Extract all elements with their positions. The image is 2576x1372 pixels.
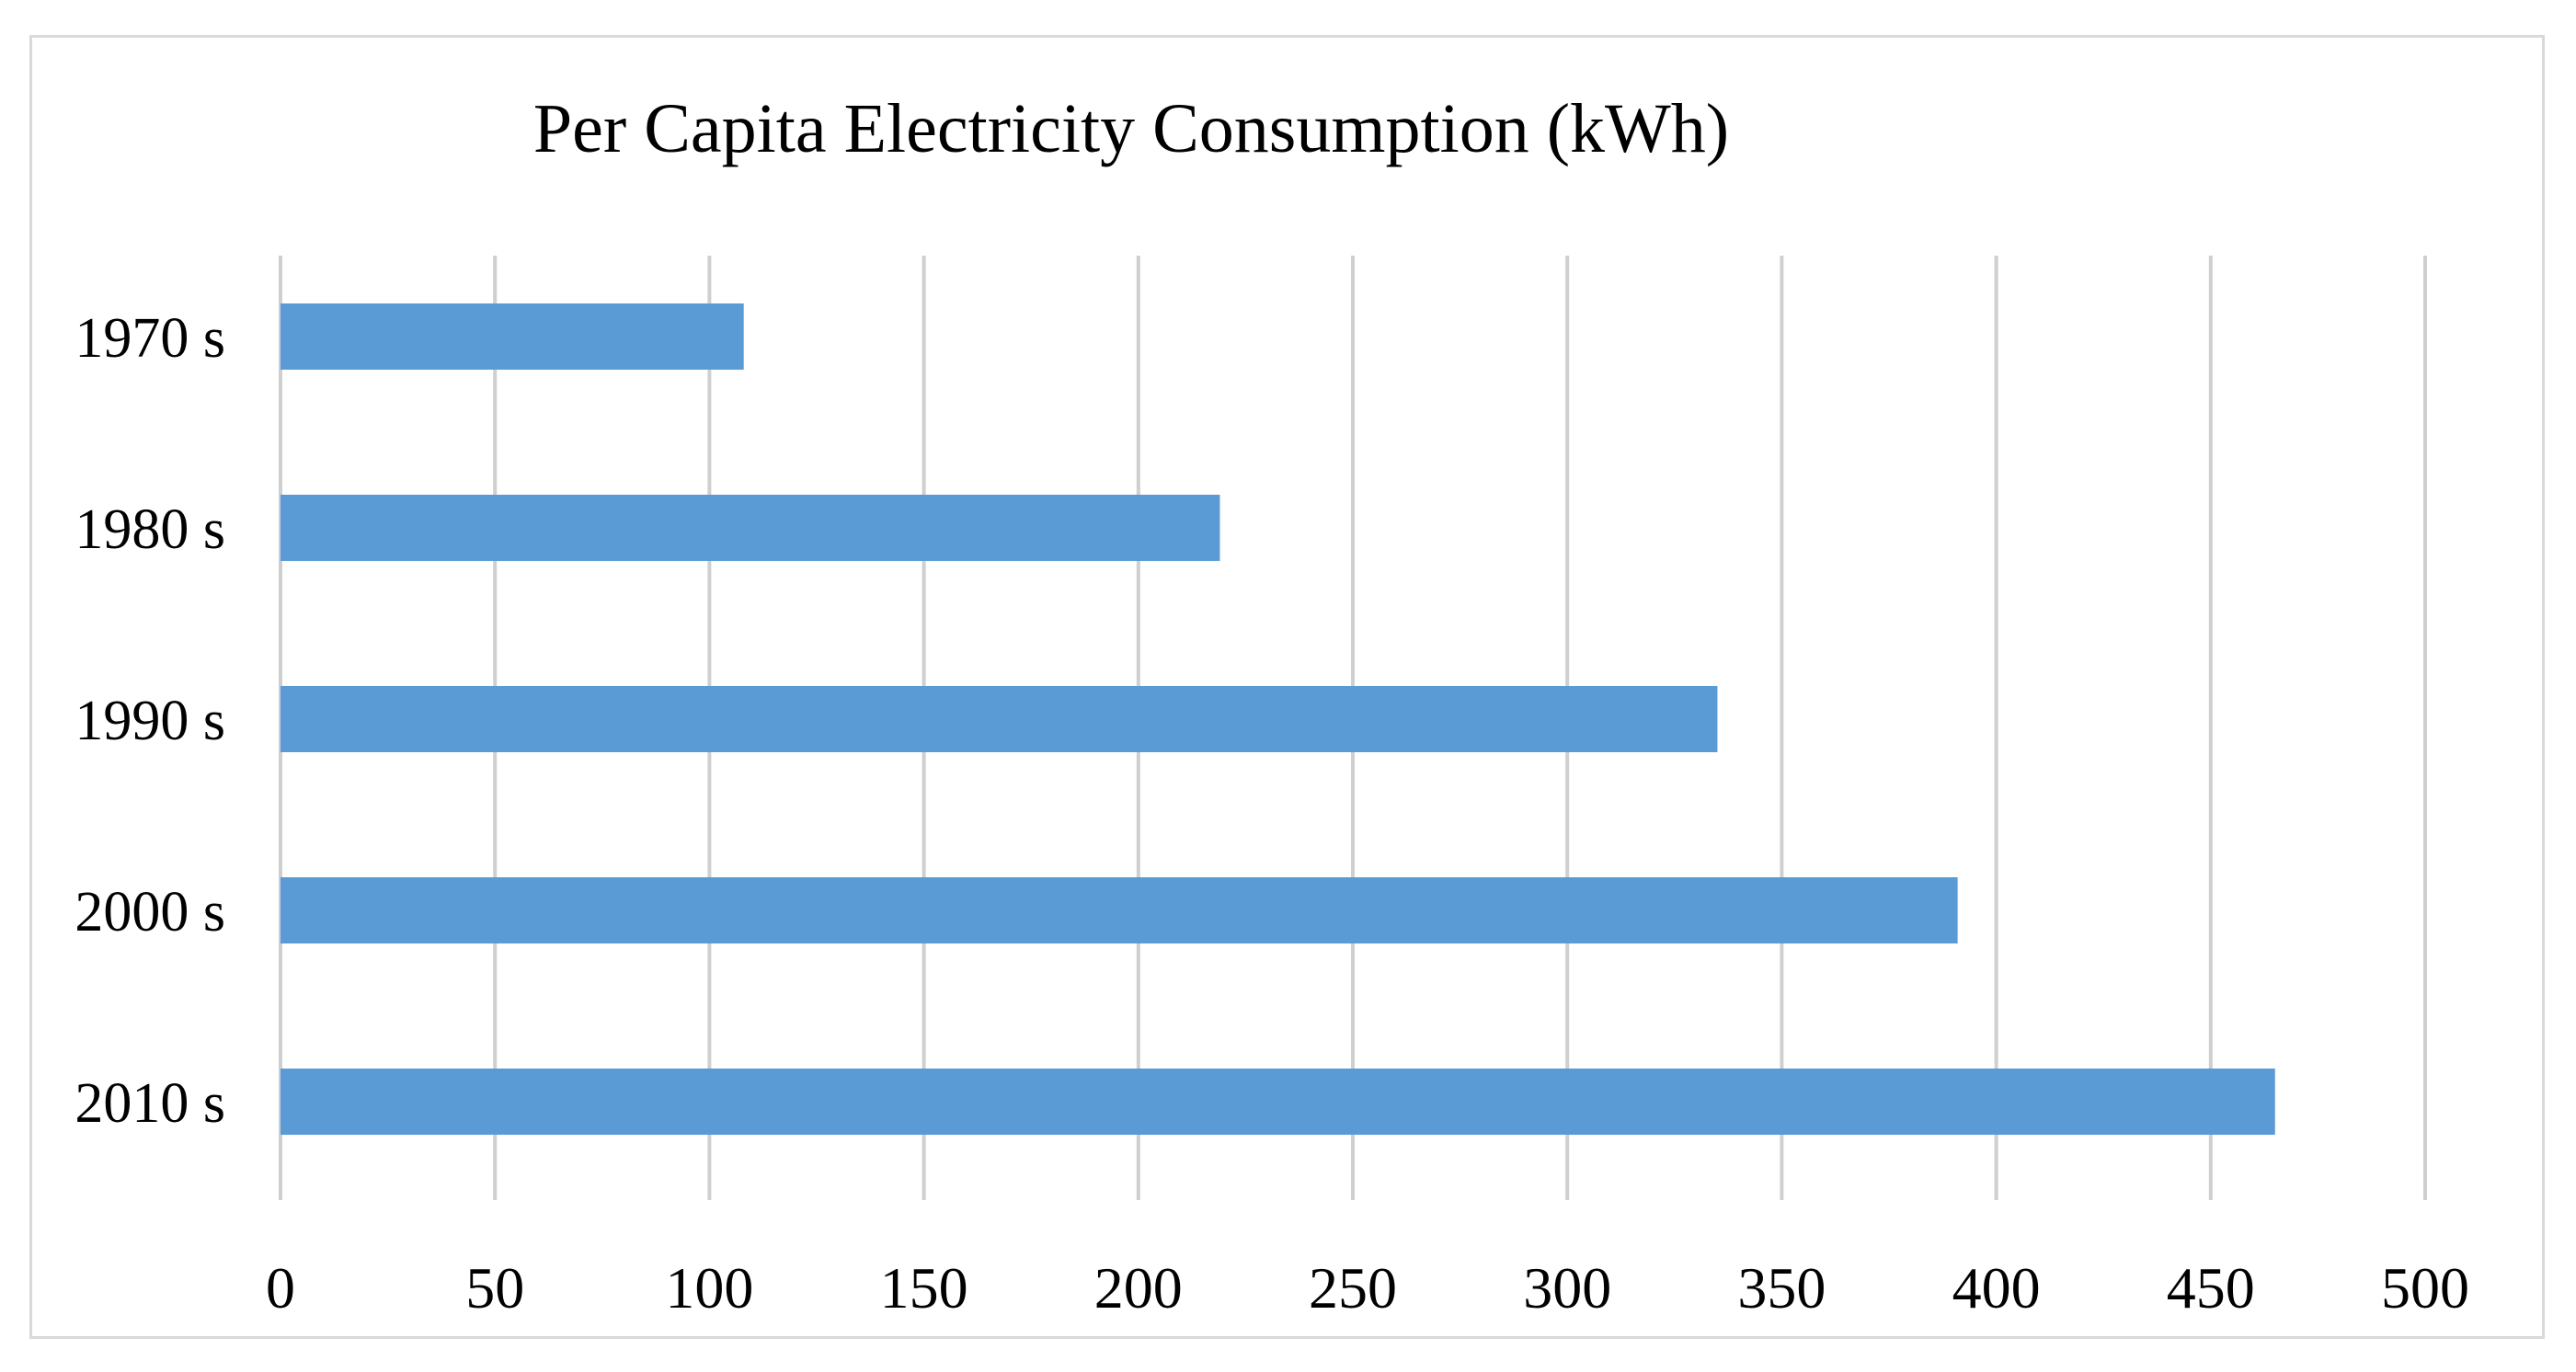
chart-title: Per Capita Electricity Consumption (kWh) <box>533 90 1729 167</box>
gridlines <box>279 256 2427 1200</box>
category-label-1990s: 1990 s <box>74 690 225 752</box>
x-tick-label-500: 500 <box>2381 1255 2469 1321</box>
x-tick-label-150: 150 <box>880 1255 968 1321</box>
x-tick-label-450: 450 <box>2167 1255 2255 1321</box>
category-label-2010s: 2010 s <box>74 1072 225 1135</box>
x-tick-label-300: 300 <box>1523 1255 1611 1321</box>
x-tick-label-50: 50 <box>465 1255 524 1321</box>
bar-1980s <box>280 495 1220 561</box>
bar-2000s <box>280 877 1958 943</box>
x-tick-label-250: 250 <box>1309 1255 1397 1321</box>
x-tick-label-200: 200 <box>1094 1255 1183 1321</box>
x-tick-labels: 0 50 100 150 200 250 300 350 400 450 500 <box>266 1255 2469 1321</box>
x-tick-label-400: 400 <box>1952 1255 2041 1321</box>
x-tick-label-100: 100 <box>665 1255 753 1321</box>
bar-1970s <box>280 303 744 370</box>
bar-2010s <box>280 1069 2275 1135</box>
category-labels: 1970 s 1980 s 1990 s 2000 s 2010 s <box>74 307 225 1135</box>
category-label-1970s: 1970 s <box>74 307 225 370</box>
category-label-2000s: 2000 s <box>74 881 225 943</box>
x-tick-label-0: 0 <box>266 1255 295 1321</box>
bars <box>280 303 2275 1135</box>
x-tick-label-350: 350 <box>1737 1255 1826 1321</box>
category-label-1980s: 1980 s <box>74 498 225 561</box>
bar-1990s <box>280 686 1718 752</box>
